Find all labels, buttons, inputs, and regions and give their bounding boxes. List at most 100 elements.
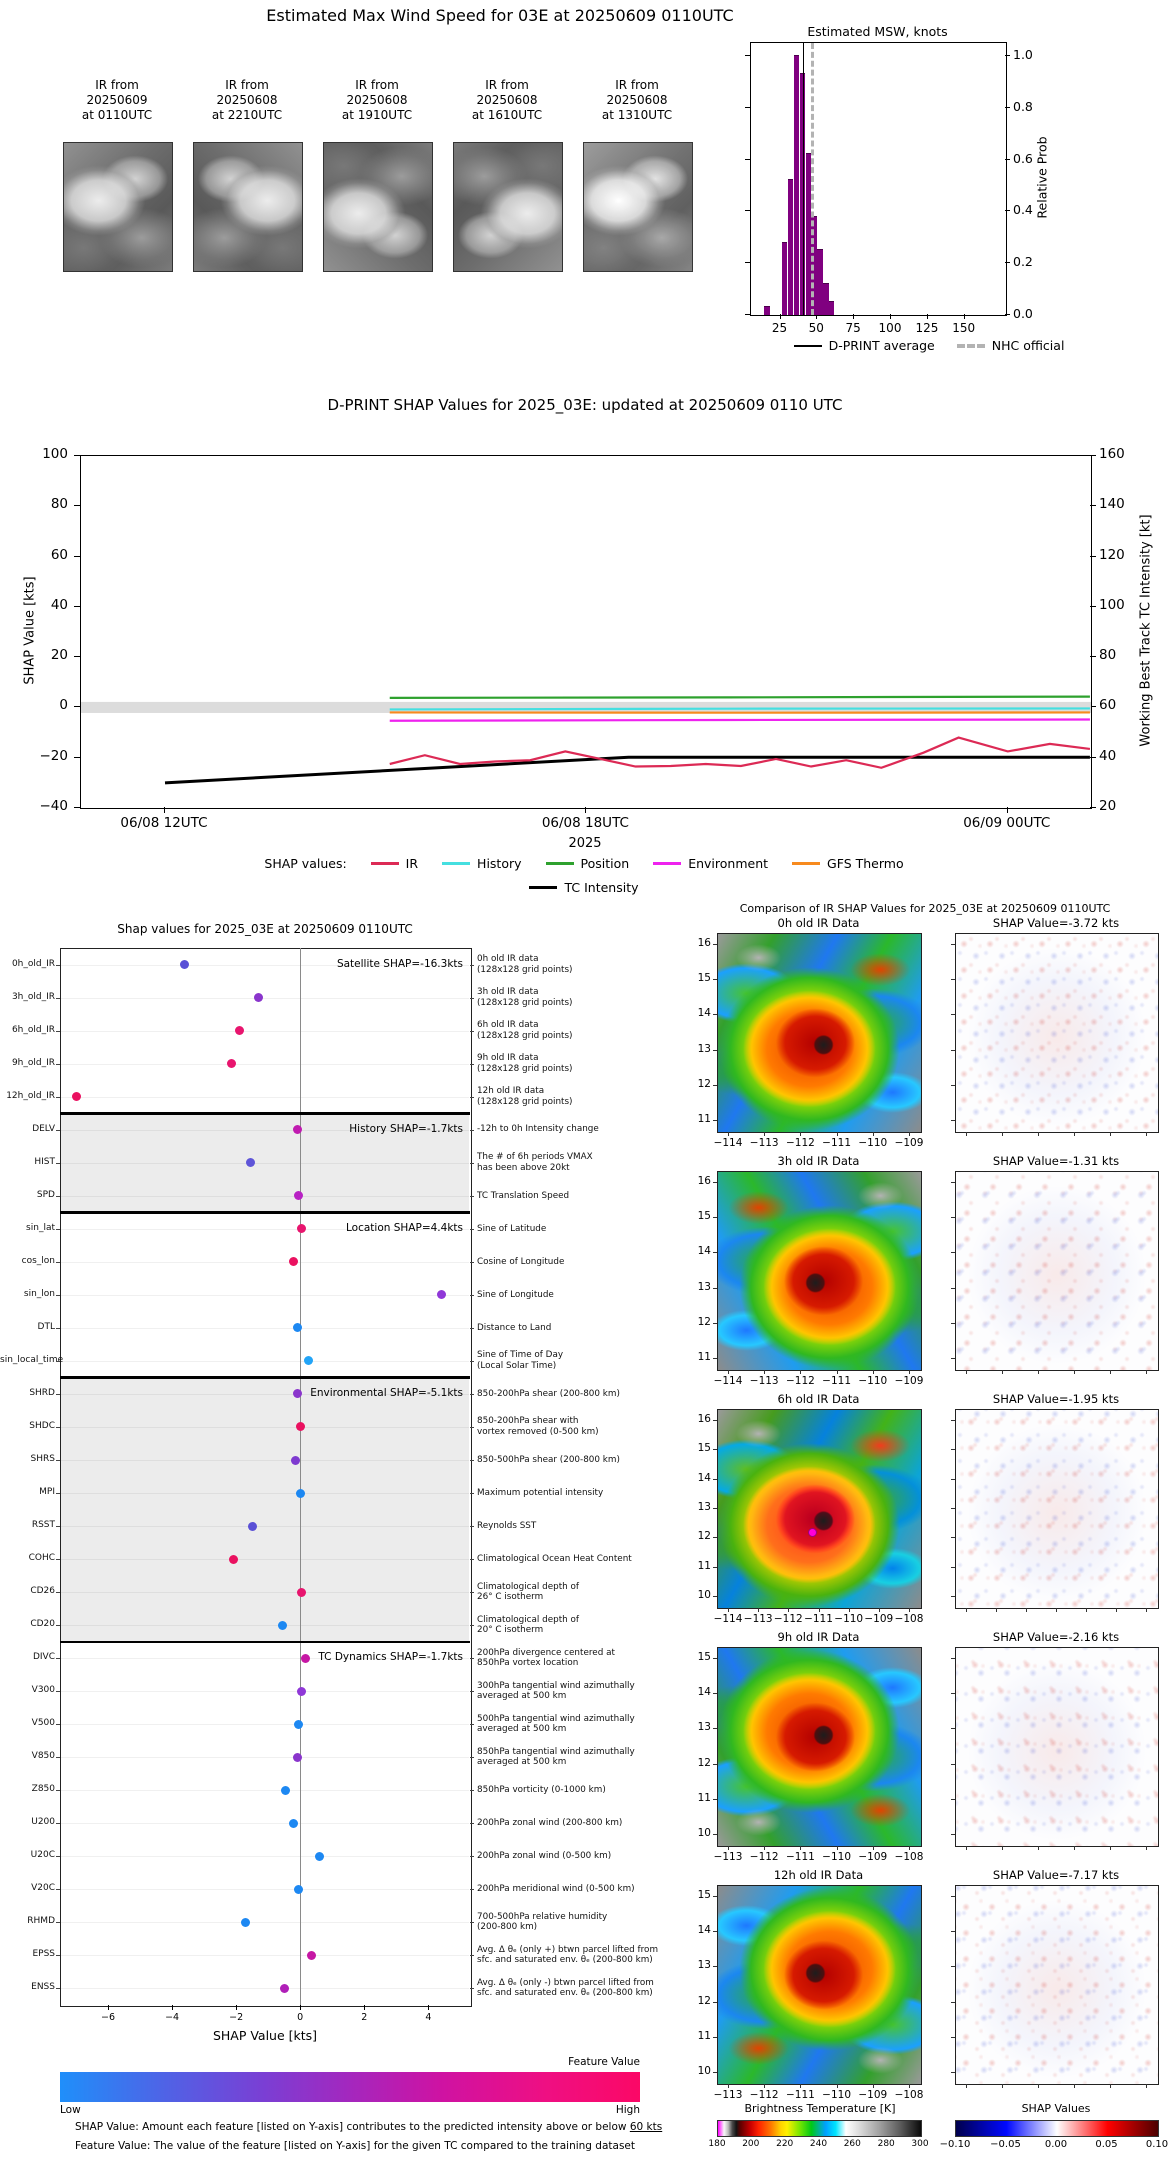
ir-map-ytick (713, 1478, 717, 1480)
ir-map-xtick (836, 2084, 838, 2088)
ir-map-ytick-label: 11 (697, 1559, 711, 1572)
shap-map-xtick (966, 1370, 967, 1374)
feature-desc-line: averaged at 500 km (477, 1757, 567, 1768)
feature-desc-line: sfc. and saturated env. θₑ (200-800 km) (477, 1955, 653, 1966)
ir-map-xtick-label: −111 (804, 1613, 833, 1625)
timeseries-ylabel-right: Working Best Track TC Intensity [kt] (1138, 514, 1154, 747)
feature-row-label: V850 (31, 1751, 55, 1762)
bt-colorbar-tick-label: 180 (708, 2139, 726, 2149)
ir-map-xtick-label: −108 (894, 1851, 924, 1863)
series-environment (389, 718, 1090, 722)
ir-thumbnail-label: IR from 20250609 at 0110UTC (52, 78, 182, 123)
ir-map-ytick (713, 1322, 717, 1324)
bt-colorbar-title: Brightness Temperature [K] (744, 2102, 896, 2115)
ir-map-ytick-label: 12 (697, 1756, 711, 1769)
bt-colorbar-tick-label: 240 (809, 2139, 828, 2149)
ir-map-ytick (713, 1931, 717, 1933)
feature-desc-line: TC Translation Speed (477, 1190, 570, 1201)
feature-row-label: COHC (28, 1553, 55, 1563)
legend-label: Environment (688, 856, 769, 871)
bt-colorbar (717, 2120, 922, 2137)
ir-thumbnail-label-line: IR from (225, 78, 269, 92)
feature-desc: 300hPa tangential wind azimuthally averag… (477, 1681, 667, 1702)
ir-map-ytick-label: 13 (697, 1501, 711, 1513)
ir-panel-title: 6h old IR Data (777, 1392, 860, 1406)
feature-desc: 6h old IR data (128x128 grid points) (477, 1020, 667, 1041)
shap-map-ytick (951, 2036, 955, 2038)
feature-desc-line: (128x128 grid points) (477, 997, 573, 1008)
ir-map-xtick (800, 1370, 802, 1374)
shap-map-xtick (1146, 1846, 1147, 1850)
ir-map-xtick (836, 1132, 838, 1136)
timeseries-ytick-right-label: 60 (1099, 697, 1117, 714)
ir-thumbnail-label-line: at 0110UTC (81, 108, 153, 122)
ir-map-xtick (800, 1132, 802, 1136)
legend-item-history: History (442, 856, 522, 871)
feature-desc-line: Cosine of Longitude (477, 1256, 565, 1267)
ir-map-xtick (909, 1370, 910, 1374)
series-tc-intensity (164, 755, 1090, 785)
ir-map-ytick-label: 13 (697, 1721, 711, 1734)
ir-map-xtick (878, 1608, 880, 1612)
line-swatch (792, 862, 821, 865)
shap-map-xtick (1110, 2084, 1111, 2088)
feature-row-label: U200 (31, 1817, 55, 1828)
ir-thumbnail-label-line: IR from (355, 78, 399, 92)
ir-map-xtick (758, 1608, 760, 1612)
dotplot-xtick-label: −6 (100, 2012, 115, 2023)
shap-map-xtick (996, 1608, 997, 1612)
dashed-line-swatch (956, 343, 985, 348)
shap-map-ytick (951, 1896, 955, 1897)
histogram-bar (782, 241, 788, 315)
ir-map-ytick-label: 11 (697, 1351, 711, 1363)
bt-colorbar-tick-label: 280 (877, 2139, 895, 2149)
ir-map-xtick-label: −109 (864, 1613, 894, 1625)
feature-desc-line: 500hPa tangential wind azimuthally (477, 1713, 635, 1724)
legend-label: TC Intensity (564, 880, 639, 895)
feature-desc: 3h old IR data (128x128 grid points) (477, 987, 667, 1008)
feature-desc-line: has been above 20kt (477, 1162, 570, 1173)
shap-dotplot-title: Shap values for 2025_03E at 20250609 011… (117, 922, 413, 936)
timeseries-plot (80, 455, 1092, 809)
shap-map-ytick (951, 944, 955, 945)
legend-item-gfs-thermo: GFS Thermo (792, 856, 904, 871)
ir-map-ytick (713, 1287, 717, 1289)
shap-map-xtick (1086, 1608, 1087, 1612)
ir-map-xtick-label: −114 (713, 1613, 743, 1625)
ir-thumbnail-label-line: 20250608 (606, 93, 668, 107)
shap-dotplot-xlabel: SHAP Value [kts] (212, 2028, 318, 2043)
shap-map-ytick (951, 1596, 955, 1597)
ir-map-ytick-label: 12 (697, 1530, 711, 1543)
shap-map-ytick (951, 1322, 955, 1324)
ir-map-ytick-label: 13 (697, 1042, 711, 1055)
ir-map-xtick-label: −112 (785, 1375, 815, 1387)
ir-map-ytick-label: 16 (697, 1413, 711, 1425)
feature-desc-line: (200-800 km) (477, 1922, 538, 1933)
feature-desc-line: 200hPa zonal wind (200-800 km) (477, 1818, 623, 1828)
legend-item-position: Position (545, 856, 629, 871)
dotplot-xtick-label: −4 (165, 2012, 180, 2023)
shap-panel-title: SHAP Value=-2.16 kts (992, 1630, 1120, 1644)
shap-map-xtick (1146, 1370, 1147, 1374)
feature-desc: -12h to 0h Intensity change (477, 1124, 667, 1135)
ir-map-ytick-label: 11 (697, 2029, 711, 2042)
ir-map-ytick (713, 1120, 717, 1121)
feature-desc-line: Avg. Δ θₑ (only -) btwn parcel lifted fr… (477, 1977, 654, 1988)
dotplot-xtick-label: 4 (425, 2012, 432, 2023)
ir-map-xtick (728, 1370, 729, 1374)
ir-map-xtick (848, 1608, 850, 1612)
ir-map-ytick-label: 12 (697, 1994, 711, 2007)
feature-desc-line: (128x128 grid points) (477, 1063, 573, 1074)
ir-map-ytick (713, 1508, 717, 1509)
histogram-ytick-label: 0.6 (1013, 150, 1033, 166)
feature-row-label: EPSS (32, 1949, 55, 1960)
ir-map-ytick (713, 2001, 717, 2003)
ir-thumbnail-image (323, 142, 433, 272)
histogram-title: Estimated MSW, knots (807, 24, 948, 39)
shap-map-ytick (951, 1834, 955, 1835)
ir-map-ytick (713, 1084, 717, 1086)
figure-title: Estimated Max Wind Speed for 03E at 2025… (266, 6, 734, 25)
feature-desc-line: 200hPa zonal wind (0-500 km) (477, 1851, 612, 1862)
ir-panel-title: 0h old IR Data (777, 916, 860, 930)
ir-map-xtick-label: −108 (894, 1613, 924, 1625)
